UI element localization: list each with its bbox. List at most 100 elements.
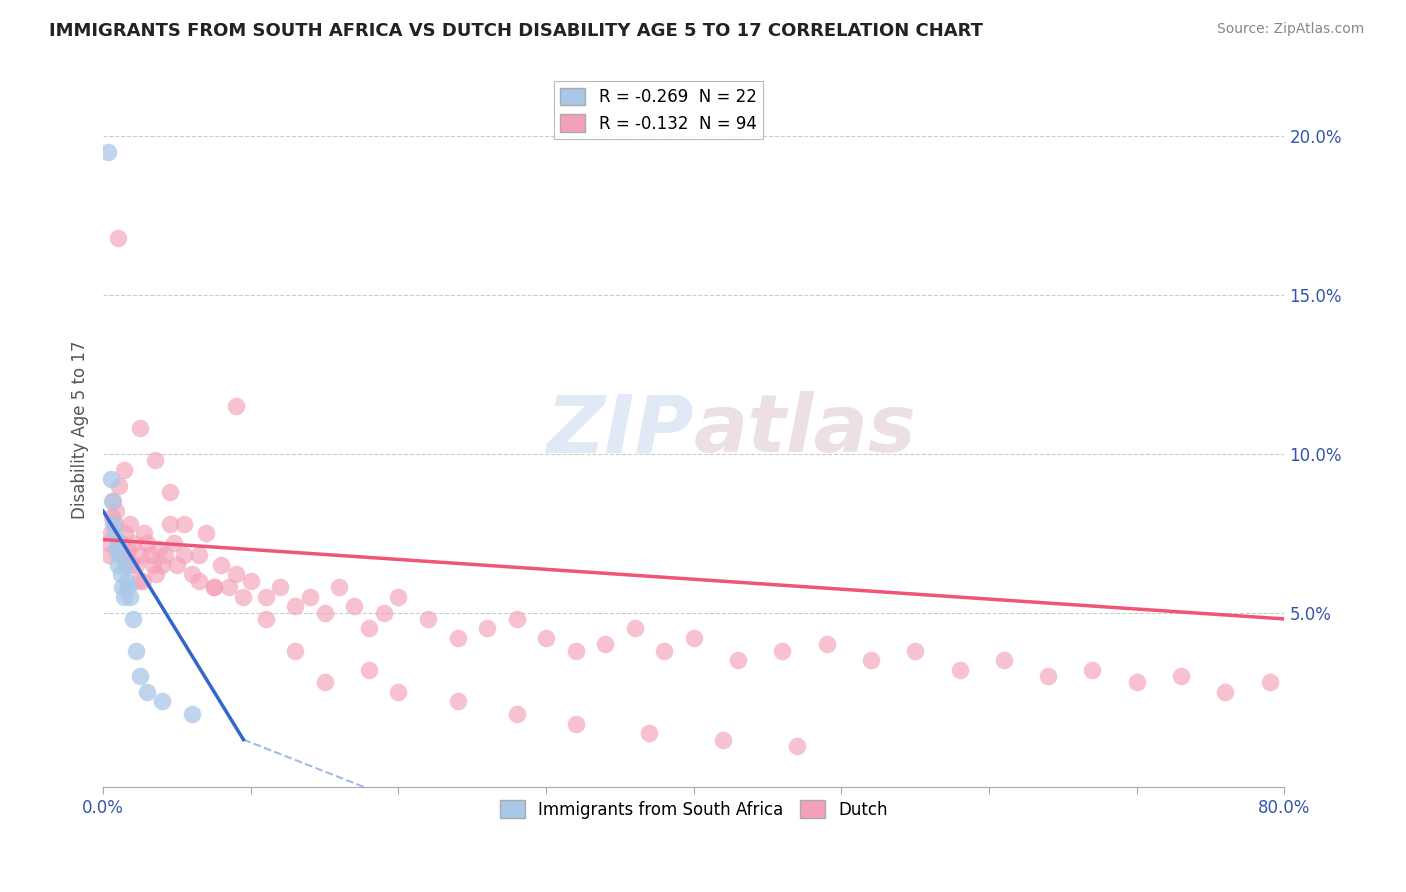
Point bbox=[101, 510, 124, 524]
Point bbox=[202, 580, 225, 594]
Point bbox=[148, 542, 170, 557]
Point bbox=[117, 542, 139, 557]
Point bbox=[163, 535, 186, 549]
Point bbox=[118, 516, 141, 531]
Point bbox=[136, 685, 159, 699]
Point bbox=[225, 567, 247, 582]
Point bbox=[105, 504, 128, 518]
Point bbox=[239, 574, 262, 588]
Point bbox=[173, 516, 195, 531]
Point bbox=[357, 663, 380, 677]
Point bbox=[446, 631, 468, 645]
Text: IMMIGRANTS FROM SOUTH AFRICA VS DUTCH DISABILITY AGE 5 TO 17 CORRELATION CHART: IMMIGRANTS FROM SOUTH AFRICA VS DUTCH DI… bbox=[49, 22, 983, 40]
Text: atlas: atlas bbox=[693, 391, 917, 469]
Text: ZIP: ZIP bbox=[547, 391, 693, 469]
Point bbox=[298, 590, 321, 604]
Point bbox=[101, 494, 124, 508]
Point bbox=[107, 231, 129, 245]
Point bbox=[136, 535, 159, 549]
Point bbox=[112, 463, 135, 477]
Point bbox=[195, 526, 218, 541]
Point bbox=[121, 535, 143, 549]
Point bbox=[159, 516, 181, 531]
Point bbox=[1036, 669, 1059, 683]
Point bbox=[153, 549, 176, 563]
Point bbox=[139, 549, 162, 563]
Point bbox=[121, 612, 143, 626]
Point bbox=[269, 580, 291, 594]
Point bbox=[124, 643, 146, 657]
Point bbox=[120, 558, 142, 572]
Point bbox=[166, 558, 188, 572]
Point bbox=[100, 526, 122, 541]
Point bbox=[108, 549, 131, 563]
Point bbox=[254, 590, 277, 604]
Point bbox=[948, 663, 970, 677]
Point bbox=[682, 631, 704, 645]
Point bbox=[328, 580, 350, 594]
Point bbox=[284, 599, 307, 614]
Point bbox=[110, 535, 132, 549]
Point bbox=[107, 535, 129, 549]
Point bbox=[124, 558, 146, 572]
Y-axis label: Disability Age 5 to 17: Disability Age 5 to 17 bbox=[72, 341, 89, 519]
Point bbox=[159, 485, 181, 500]
Point bbox=[1126, 675, 1149, 690]
Point bbox=[129, 669, 152, 683]
Point bbox=[202, 580, 225, 594]
Point bbox=[134, 526, 156, 541]
Point bbox=[254, 612, 277, 626]
Point bbox=[446, 694, 468, 708]
Legend: Immigrants from South Africa, Dutch: Immigrants from South Africa, Dutch bbox=[494, 794, 894, 825]
Point bbox=[232, 590, 254, 604]
Point bbox=[111, 580, 134, 594]
Point bbox=[128, 574, 150, 588]
Point bbox=[115, 549, 138, 563]
Point bbox=[859, 653, 882, 667]
Text: Source: ZipAtlas.com: Source: ZipAtlas.com bbox=[1216, 22, 1364, 37]
Point bbox=[815, 637, 838, 651]
Point bbox=[387, 685, 409, 699]
Point bbox=[108, 478, 131, 492]
Point bbox=[114, 526, 136, 541]
Point bbox=[114, 558, 136, 572]
Point bbox=[1170, 669, 1192, 683]
Point bbox=[107, 558, 129, 572]
Point bbox=[188, 574, 211, 588]
Point bbox=[1258, 675, 1281, 690]
Point bbox=[652, 643, 675, 657]
Point bbox=[475, 622, 498, 636]
Point bbox=[142, 558, 165, 572]
Point bbox=[638, 726, 661, 740]
Point bbox=[132, 574, 155, 588]
Point bbox=[105, 542, 128, 557]
Point bbox=[103, 516, 125, 531]
Point bbox=[180, 567, 202, 582]
Point bbox=[505, 612, 527, 626]
Point bbox=[343, 599, 366, 614]
Point bbox=[100, 472, 122, 486]
Point bbox=[143, 453, 166, 467]
Point bbox=[993, 653, 1015, 667]
Point bbox=[225, 399, 247, 413]
Point bbox=[103, 494, 125, 508]
Point bbox=[112, 590, 135, 604]
Point bbox=[115, 574, 138, 588]
Point bbox=[129, 421, 152, 435]
Point bbox=[188, 549, 211, 563]
Point bbox=[711, 732, 734, 747]
Point bbox=[505, 707, 527, 722]
Point bbox=[623, 622, 645, 636]
Point bbox=[110, 567, 132, 582]
Point bbox=[104, 516, 127, 531]
Point bbox=[416, 612, 439, 626]
Point bbox=[209, 558, 232, 572]
Point bbox=[786, 739, 808, 753]
Point bbox=[145, 567, 167, 582]
Point bbox=[314, 606, 336, 620]
Point bbox=[373, 606, 395, 620]
Point bbox=[1081, 663, 1104, 677]
Point bbox=[314, 675, 336, 690]
Point bbox=[387, 590, 409, 604]
Point bbox=[129, 549, 152, 563]
